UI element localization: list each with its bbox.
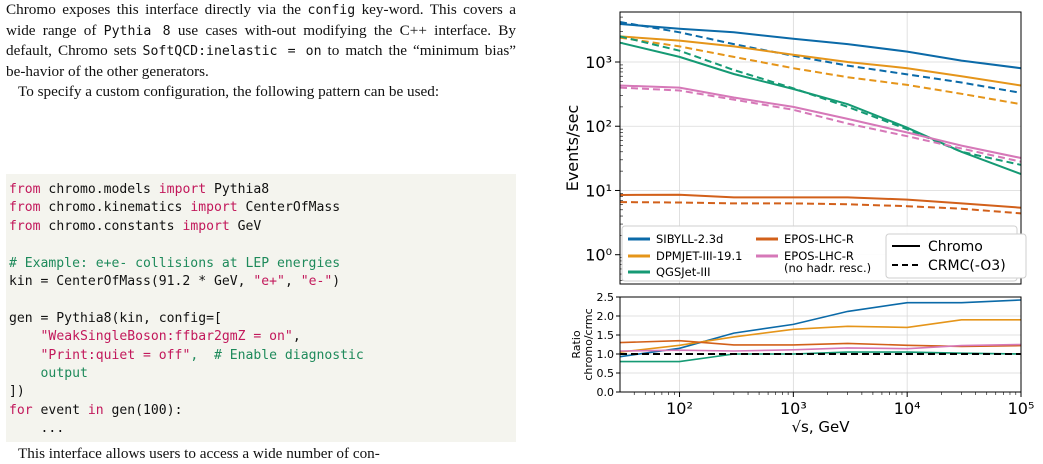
plot-frame (619, 296, 1022, 393)
style-label: Chromo (928, 239, 983, 255)
partial-line: This interface allows users to access a … (18, 445, 380, 462)
y-tick-label: 0.5 (597, 367, 615, 380)
x-tick-label: 10⁵ (1008, 399, 1035, 418)
series-line (619, 35, 1022, 166)
ratio-line (619, 318, 1021, 353)
y-tick-label: 0.0 (597, 386, 615, 399)
legend-label: EPOS-LHC-R (784, 249, 854, 263)
inline-code-pythia: Pythia 8 (103, 23, 171, 39)
ratio-y-label: Ratio (570, 330, 583, 359)
paragraph-config: Chromo exposes this interface directly v… (6, 0, 516, 81)
legend: SIBYLL-2.3d DPMJET-III-19.1 QGSJet-III EPOS… (621, 225, 1027, 282)
paragraph-pattern: To specify a custom configuration, the f… (18, 83, 440, 101)
series-line (619, 23, 1022, 70)
series-line (619, 86, 1022, 163)
series-line (619, 41, 1022, 176)
code-block: from chromo.models import Pythia8 from c… (6, 174, 516, 442)
inline-code-softqcd: SoftQCD:inelastic = on (142, 44, 322, 60)
p1-text-c: use cases with-out modifying the C++ int… (6, 21, 516, 60)
ratio-panel: 0.0 0.5 1.0 1.5 2.0 2.5 10² 10³ 10⁴ 10⁵ Ratio chrom… (570, 291, 1034, 436)
p1-text-d: to match the “minimum bias” be-havior of… (6, 42, 516, 80)
ratio-line (619, 343, 1022, 352)
series-line (619, 36, 1022, 106)
p1-text-b: key-word. This covers a wide range of (6, 1, 516, 39)
x-tick-label: 10⁴ (894, 399, 921, 418)
x-tick-label: 10³ (780, 399, 807, 418)
y-tick-label: 10² (585, 117, 612, 136)
figure: 10⁰ 10¹ 10² 10³ Events/sec SIBYLL-2.3d DPMJET-… (563, 11, 1034, 436)
events-per-sec-panel: 10⁰ 10¹ 10² 10³ Events/sec SIBYLL-2.3d DPMJET-… (563, 11, 1027, 285)
y-tick-label: 10⁰ (585, 246, 612, 265)
legend-label: (no hadr. resc.) (784, 261, 871, 275)
style-label: CRMC(-O3) (928, 258, 1006, 274)
inline-code-config: config (307, 3, 356, 18)
x-tick-label: 10² (666, 399, 693, 418)
legend-label: QGSJet-III (656, 265, 711, 279)
ratio-line (619, 299, 1022, 358)
y-tick-label: 2.0 (597, 310, 615, 323)
text-column: Chromo exposes this interface directly v… (6, 0, 516, 102)
series-line (619, 201, 1022, 215)
y-tick-label: 1.0 (597, 348, 615, 361)
style-legend-box (885, 233, 1027, 279)
x-axis-label: √s, GeV (791, 418, 850, 436)
paragraph-partial: This interface allows users to access a … (6, 444, 516, 464)
legend-label: DPMJET-III-19.1 (656, 249, 742, 263)
series-line (619, 35, 1022, 87)
ratio-y-label-2: chromo/crmc (582, 308, 595, 380)
series-line (619, 193, 1022, 209)
legend-label: EPOS-LHC-R (784, 232, 854, 246)
y-tick-label: 2.5 (597, 291, 615, 304)
y-tick-label: 10³ (585, 53, 612, 72)
legend-label: SIBYLL-2.3d (656, 232, 723, 246)
y-tick-label: 1.5 (597, 329, 615, 342)
y-axis-label: Events/sec (563, 105, 582, 192)
series-line (619, 84, 1022, 159)
p1-text-a: Chromo exposes this interface directly v… (6, 1, 308, 18)
y-tick-label: 10¹ (585, 181, 612, 200)
plot-frame (619, 11, 1022, 285)
series-line (619, 21, 1022, 94)
code-listing: from chromo.models import Pythia8 from c… (9, 182, 364, 437)
